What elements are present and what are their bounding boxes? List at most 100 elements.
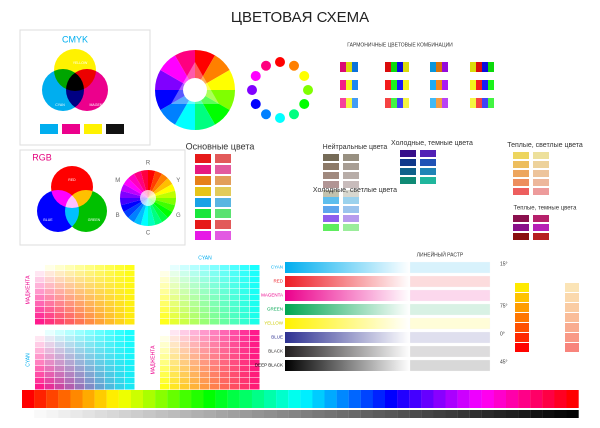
gradient-cell xyxy=(230,348,240,354)
palette-swatch xyxy=(343,224,359,231)
gradient-cell xyxy=(85,372,95,378)
palette-swatch xyxy=(323,197,339,204)
gradient-cell xyxy=(250,330,260,336)
gradient-cell xyxy=(45,295,55,301)
gradient-cell xyxy=(170,348,180,354)
gradient-cell xyxy=(45,384,55,390)
gradient-cell xyxy=(170,360,180,366)
harmony-swatch xyxy=(476,98,482,108)
ink-bar xyxy=(285,360,410,371)
gradient-cell xyxy=(180,336,190,342)
gradient-cell xyxy=(250,336,260,342)
gradient-cell xyxy=(160,277,170,283)
spectrum-cell xyxy=(118,390,131,408)
palette-swatch xyxy=(323,224,339,231)
palette-swatch xyxy=(400,168,416,175)
hue-dot xyxy=(247,85,257,95)
harmony-swatch xyxy=(391,62,397,72)
gradient-cell xyxy=(85,348,95,354)
gradient-cell xyxy=(240,271,250,277)
gray-cell xyxy=(469,410,482,418)
gradient-cell xyxy=(200,301,210,307)
wheel-sector xyxy=(201,96,230,125)
gradient-cell xyxy=(75,265,85,271)
gradient-cell xyxy=(180,301,190,307)
gradient-cell xyxy=(200,277,210,283)
gradient-cell xyxy=(115,372,125,378)
spectrum-cell xyxy=(239,390,252,408)
gradient-cell xyxy=(180,372,190,378)
gray-cell xyxy=(409,410,422,418)
spectrum-cell xyxy=(372,390,386,408)
gradient-cell xyxy=(115,277,125,283)
gradient-cell xyxy=(85,289,95,295)
gradient-cell xyxy=(125,295,135,301)
gradient-cell xyxy=(35,313,45,319)
spectrum-cell xyxy=(70,390,83,408)
gradient-cell xyxy=(95,366,105,372)
spectrum-cell xyxy=(360,390,373,408)
wheel-sector xyxy=(195,50,215,80)
gradient-cell xyxy=(160,336,170,342)
wheel-sector xyxy=(205,70,235,90)
harmony-swatch xyxy=(397,98,403,108)
rgb-label: GREEN xyxy=(88,218,101,222)
gradient-cell xyxy=(35,283,45,289)
raster-cell xyxy=(409,345,491,358)
spectrum-cell xyxy=(251,390,265,408)
gradient-cell xyxy=(55,348,65,354)
gradient-cell xyxy=(190,372,200,378)
gradient-cell xyxy=(125,301,135,307)
gradient-cell xyxy=(65,378,75,384)
spectrum-cell xyxy=(130,390,144,408)
gradient-cell xyxy=(230,366,240,372)
gradient-cell xyxy=(35,348,45,354)
ink-bar xyxy=(285,332,410,343)
gradient-cell xyxy=(95,265,105,271)
wheel-sector xyxy=(155,90,185,110)
raster-cell xyxy=(409,289,491,302)
gradient-cell xyxy=(230,372,240,378)
harmony-swatch xyxy=(436,62,442,72)
gradient-cell xyxy=(65,295,75,301)
harmony-swatch xyxy=(470,62,476,72)
harmony-swatch xyxy=(403,98,409,108)
gradient-cell xyxy=(170,265,180,271)
gradient-cell xyxy=(55,295,65,301)
gradient-cell xyxy=(220,307,230,313)
gradient-cell xyxy=(160,283,170,289)
gray-cell xyxy=(542,410,555,418)
palette-swatch xyxy=(215,154,231,163)
gradient-cell xyxy=(210,366,220,372)
gradient-cell xyxy=(65,271,75,277)
palette-swatch xyxy=(195,154,211,163)
gradient-cell xyxy=(180,378,190,384)
gradient-cell xyxy=(180,384,190,390)
spectrum-cell xyxy=(336,390,349,408)
gradient-cell xyxy=(75,372,85,378)
spectrum-cell xyxy=(191,390,204,408)
gradient-cell xyxy=(170,295,180,301)
warm-swatch xyxy=(515,283,529,292)
gradient-cell xyxy=(65,360,75,366)
gradient-cell xyxy=(160,348,170,354)
raster-cell xyxy=(409,359,491,372)
gradient-cell xyxy=(180,307,190,313)
harmony-swatch xyxy=(352,80,358,90)
ink-bar xyxy=(285,290,410,301)
raster-cell xyxy=(409,317,491,330)
gradient-cell xyxy=(240,289,250,295)
gradient-cell xyxy=(210,330,220,336)
cmyk-label: YELLOW xyxy=(73,61,88,65)
gradient-cell xyxy=(190,301,200,307)
gradient-cell xyxy=(65,342,75,348)
palette-swatch xyxy=(533,188,549,195)
palette-swatch xyxy=(343,197,359,204)
gradient-cell xyxy=(170,283,180,289)
gradient-cell xyxy=(170,319,180,325)
gradient-cell xyxy=(125,283,135,289)
warm-swatch xyxy=(565,323,579,332)
palette-swatch xyxy=(195,209,211,218)
gradient-cell xyxy=(160,354,170,360)
gradient-cell xyxy=(75,313,85,319)
